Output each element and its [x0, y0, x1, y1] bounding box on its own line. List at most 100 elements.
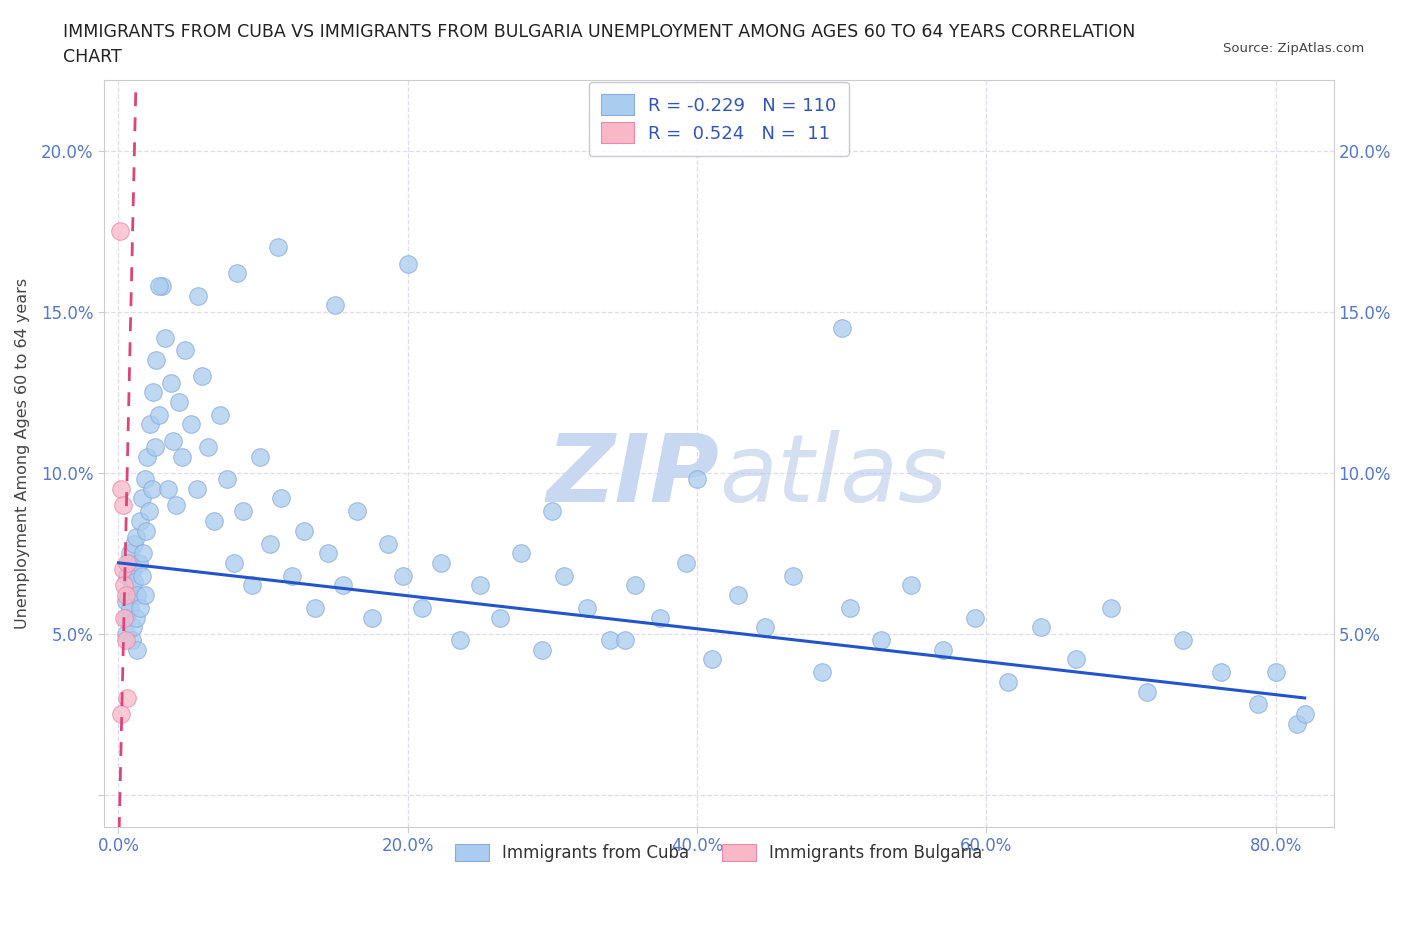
Point: [110, 482, 132, 497]
Point: [191, 368, 214, 383]
Point: [782, 568, 804, 583]
Point: [304, 601, 326, 616]
Point: [150, 279, 173, 294]
Point: [259, 536, 281, 551]
Point: [136, 449, 159, 464]
Point: [174, 343, 197, 358]
Point: [1136, 684, 1159, 699]
Point: [686, 472, 709, 486]
Point: [115, 691, 138, 706]
Point: [675, 555, 697, 570]
Point: [129, 513, 152, 528]
Point: [208, 407, 231, 422]
Point: [624, 578, 647, 592]
Point: [135, 524, 157, 538]
Point: [613, 632, 636, 647]
Point: [232, 504, 254, 519]
Point: [963, 610, 986, 625]
Point: [215, 472, 238, 486]
Point: [541, 504, 564, 519]
Text: CHART: CHART: [63, 48, 122, 66]
Point: [124, 536, 146, 551]
Point: [270, 491, 292, 506]
Point: [754, 619, 776, 634]
Point: [114, 588, 136, 603]
Point: [145, 352, 167, 367]
Point: [226, 266, 249, 281]
Y-axis label: Unemployment Among Ages 60 to 64 years: Unemployment Among Ages 60 to 64 years: [15, 278, 30, 629]
Point: [180, 417, 202, 432]
Point: [1064, 652, 1087, 667]
Point: [114, 610, 136, 625]
Point: [1294, 707, 1316, 722]
Point: [332, 578, 354, 592]
Point: [576, 601, 599, 616]
Point: [997, 674, 1019, 689]
Point: [167, 394, 190, 409]
Point: [449, 632, 471, 647]
Point: [112, 610, 135, 625]
Point: [108, 224, 131, 239]
Point: [121, 632, 143, 647]
Point: [1264, 665, 1286, 680]
Point: [468, 578, 491, 592]
Point: [266, 240, 288, 255]
Text: ZIP: ZIP: [546, 430, 718, 522]
Point: [115, 555, 138, 570]
Point: [700, 652, 723, 667]
Point: [128, 555, 150, 570]
Point: [224, 555, 246, 570]
Point: [114, 632, 136, 647]
Point: [281, 568, 304, 583]
Point: [727, 588, 749, 603]
Point: [134, 588, 156, 603]
Point: [869, 632, 891, 647]
Point: [141, 482, 163, 497]
Point: [392, 568, 415, 583]
Point: [1286, 716, 1309, 731]
Point: [114, 626, 136, 641]
Point: [125, 610, 148, 625]
Point: [142, 385, 165, 400]
Point: [553, 568, 575, 583]
Point: [346, 504, 368, 519]
Point: [127, 588, 149, 603]
Point: [430, 555, 453, 570]
Point: [172, 449, 194, 464]
Point: [132, 546, 155, 561]
Point: [117, 555, 139, 570]
Point: [932, 643, 955, 658]
Point: [316, 546, 339, 561]
Point: [156, 482, 179, 497]
Point: [599, 632, 621, 647]
Point: [121, 578, 143, 592]
Point: [1247, 697, 1270, 711]
Point: [139, 417, 162, 432]
Point: [489, 610, 512, 625]
Point: [1173, 632, 1195, 647]
Point: [120, 546, 142, 561]
Point: [159, 375, 181, 390]
Point: [148, 407, 170, 422]
Point: [127, 643, 149, 658]
Point: [900, 578, 922, 592]
Point: [129, 601, 152, 616]
Point: [120, 601, 142, 616]
Point: [531, 643, 554, 658]
Point: [131, 568, 153, 583]
Text: atlas: atlas: [718, 431, 948, 522]
Point: [117, 588, 139, 603]
Point: [325, 298, 347, 312]
Point: [249, 449, 271, 464]
Point: [411, 601, 433, 616]
Point: [187, 288, 209, 303]
Text: Source: ZipAtlas.com: Source: ZipAtlas.com: [1223, 42, 1364, 55]
Point: [138, 504, 160, 519]
Point: [165, 498, 187, 512]
Point: [831, 321, 853, 336]
Legend: Immigrants from Cuba, Immigrants from Bulgaria: Immigrants from Cuba, Immigrants from Bu…: [447, 836, 991, 870]
Point: [197, 440, 219, 455]
Point: [153, 330, 176, 345]
Text: IMMIGRANTS FROM CUBA VS IMMIGRANTS FROM BULGARIA UNEMPLOYMENT AMONG AGES 60 TO 6: IMMIGRANTS FROM CUBA VS IMMIGRANTS FROM …: [63, 23, 1136, 41]
Point: [112, 578, 135, 592]
